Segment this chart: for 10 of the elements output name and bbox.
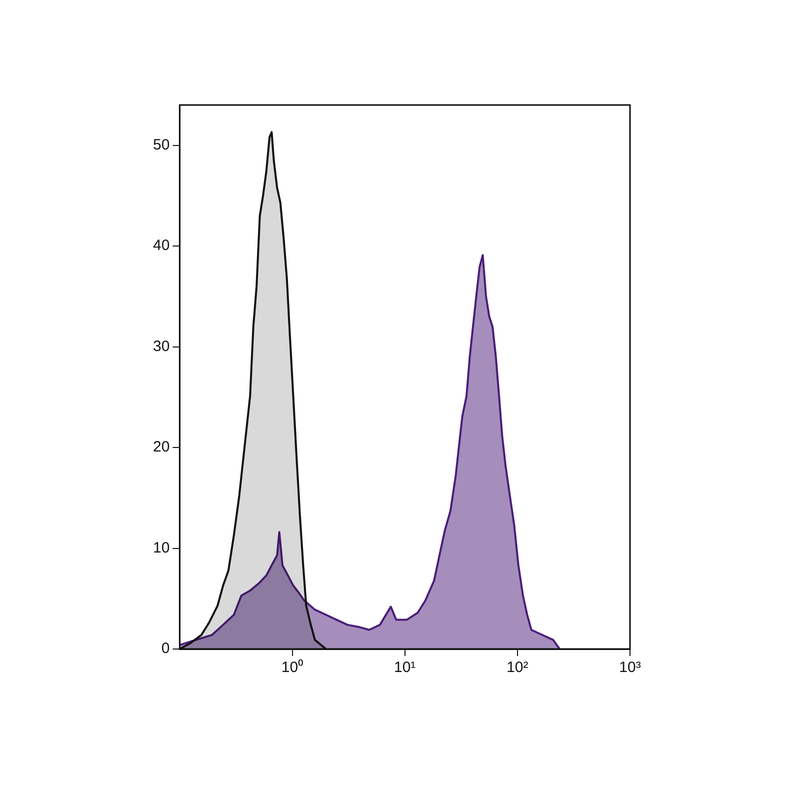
- y-tick-label: 40: [152, 237, 170, 254]
- y-tick-label: 30: [152, 338, 170, 355]
- x-tick-label: 10³: [619, 659, 641, 676]
- x-tick-label: 10²: [506, 659, 528, 676]
- y-tick-label: 20: [152, 438, 170, 456]
- y-tick-label: 10: [152, 539, 170, 556]
- x-tick-label: 10¹: [394, 659, 416, 676]
- y-tick-label: 0: [161, 640, 170, 658]
- x-tick-label: 10⁰: [281, 659, 304, 676]
- y-tick-label: 50: [152, 136, 170, 154]
